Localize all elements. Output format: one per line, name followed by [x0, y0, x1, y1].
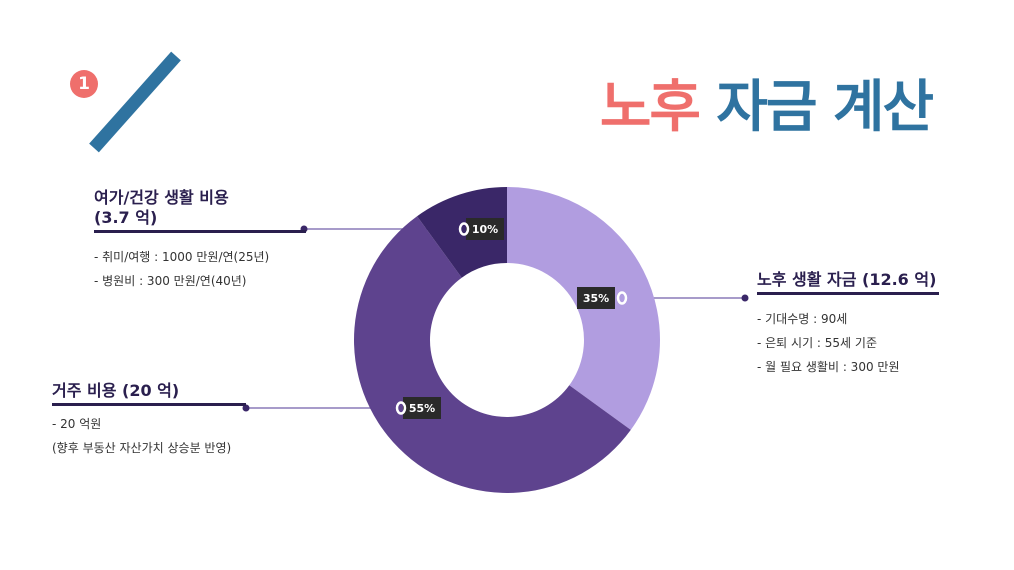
label-ring-marker [395, 401, 407, 415]
housing-cost-item: - 20 억원 [52, 417, 102, 431]
housing-cost-block: 거주 비용 (20 억) - 20 억원 (향후 부동산 자산가치 상승분 반영… [52, 381, 246, 460]
living-fund-title: 노후 생활 자금 (12.6 억) [757, 270, 937, 289]
percent-label-text: 10% [472, 223, 498, 236]
living-fund-item: - 월 필요 생활비 : 300 만원 [757, 360, 900, 374]
connector-dot-living [741, 294, 749, 302]
leisure-cost-item: - 병원비 : 300 만원/연(40년) [94, 274, 247, 288]
percent-label-text: 55% [409, 402, 435, 415]
percent-label-box [403, 397, 441, 419]
title-highlight: 노후 [599, 75, 701, 140]
label-ring-marker [616, 291, 628, 305]
percent-label-box [577, 287, 615, 309]
diagonal-slash-decoration [89, 51, 181, 153]
step-number-badge: 1 [70, 70, 98, 98]
leisure-cost-title-2: (3.7 억) [94, 208, 158, 227]
label-housing-cost: 55% [395, 397, 441, 419]
leisure-cost-title-1: 여가/건강 생활 비용 [94, 188, 229, 207]
connector-dot-housing [242, 404, 250, 412]
housing-cost-item: (향후 부동산 자산가치 상승분 반영) [52, 441, 232, 455]
living-fund-item: - 은퇴 시기 : 55세 기준 [757, 336, 877, 350]
living-fund-item: - 기대수명 : 90세 [757, 312, 848, 326]
housing-cost-underline [52, 403, 246, 406]
housing-cost-title: 거주 비용 (20 억) [52, 381, 180, 400]
page-title: 노후 자금 계산 [599, 62, 934, 143]
label-leisure-cost: 10% [458, 218, 504, 240]
percent-label-box [466, 218, 504, 240]
label-living-fund: 35% [577, 287, 628, 309]
leisure-cost-item: - 취미/여행 : 1000 만원/연(25년) [94, 250, 270, 264]
slice-housing-cost [354, 216, 631, 493]
living-fund-underline [757, 292, 939, 295]
title-rest: 자금 계산 [716, 75, 934, 140]
leisure-cost-underline [94, 230, 306, 233]
label-ring-marker [458, 222, 470, 236]
living-fund-block: 노후 생활 자금 (12.6 억) - 기대수명 : 90세 - 은퇴 시기 :… [757, 270, 939, 379]
leisure-cost-block: 여가/건강 생활 비용 (3.7 억) - 취미/여행 : 1000 만원/연(… [94, 188, 306, 293]
percent-label-text: 35% [583, 292, 609, 305]
